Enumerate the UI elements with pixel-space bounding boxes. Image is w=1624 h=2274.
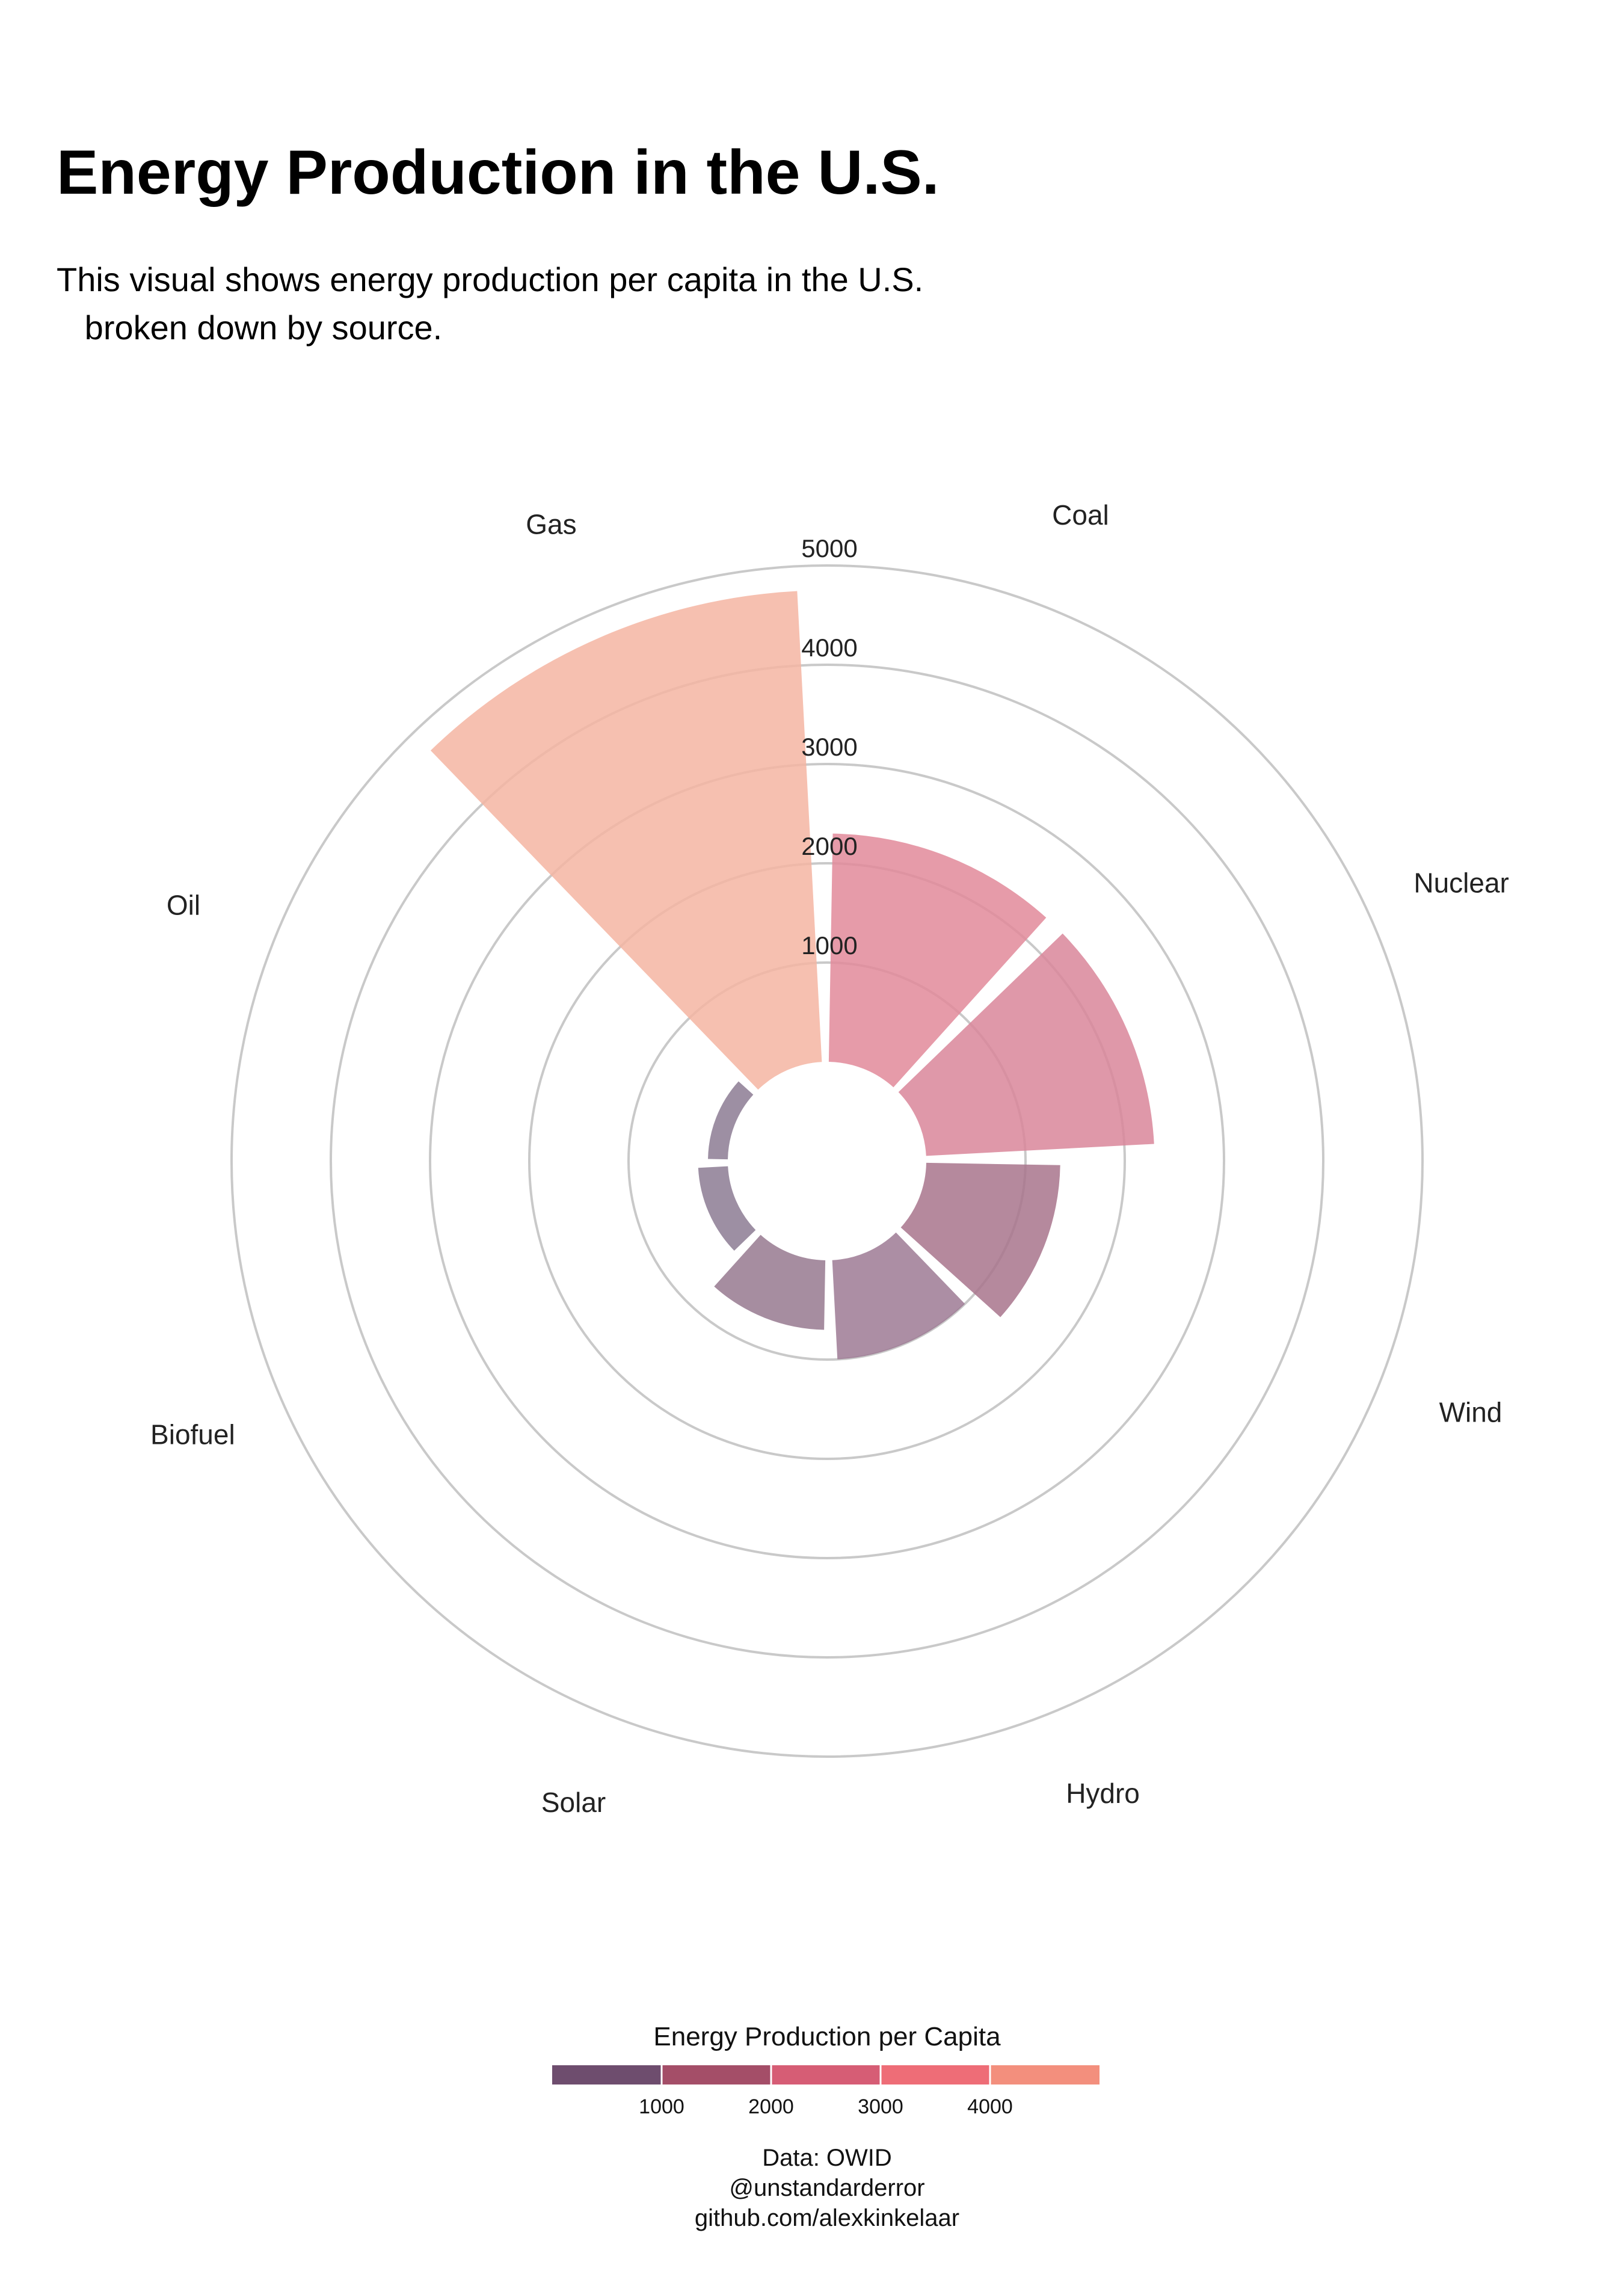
legend-color-segment — [990, 2065, 1100, 2084]
caption: Data: OWID @unstandarderror github.com/ale… — [695, 2145, 959, 2231]
bar-solar — [714, 1234, 826, 1330]
category-label-nuclear: Nuclear — [1413, 867, 1509, 899]
radial-gridlines — [230, 564, 1424, 1758]
chart-bars — [430, 591, 1154, 1360]
category-label-wind: Wind — [1439, 1397, 1503, 1428]
gridline-circle — [627, 961, 1027, 1361]
radial-tick-label: 3000 — [801, 733, 857, 761]
legend-color-segment — [771, 2065, 881, 2084]
category-label-biofuel: Biofuel — [150, 1419, 235, 1450]
legend-tick-label: 2000 — [748, 2095, 794, 2118]
legend-title: Energy Production per Capita — [653, 2022, 1001, 2051]
category-label-coal: Coal — [1052, 499, 1109, 531]
color-legend: Energy Production per Capita 1000 2000 3000… — [552, 2022, 1100, 2118]
legend-tick-label: 4000 — [967, 2095, 1013, 2118]
legend-tick-label: 1000 — [639, 2095, 684, 2118]
legend-tick-label: 3000 — [858, 2095, 903, 2118]
gridline-circle — [330, 664, 1324, 1659]
bar-biofuel — [698, 1166, 756, 1251]
legend-color-segment — [552, 2065, 662, 2084]
bar-coal — [828, 833, 1047, 1088]
caption-line: github.com/alexkinkelaar — [695, 2205, 959, 2231]
chart-title: Energy Production in the U.S. — [57, 138, 940, 208]
category-label-hydro: Hydro — [1066, 1778, 1140, 1809]
caption-line: Data: OWID — [762, 2145, 892, 2171]
gridline-circle — [429, 763, 1225, 1559]
radial-tick-label: 1000 — [801, 931, 857, 960]
chart-subtitle: This visual shows energy production per … — [57, 260, 924, 347]
radial-tick-labels: 1000 2000 3000 4000 5000 — [801, 534, 857, 960]
legend-color-segment — [662, 2065, 771, 2084]
bar-nuclear — [898, 933, 1154, 1156]
bar-hydro — [832, 1232, 965, 1360]
radial-tick-label: 5000 — [801, 534, 857, 562]
category-label-gas: Gas — [526, 509, 576, 540]
radial-tick-label: 2000 — [801, 832, 857, 860]
bar-wind — [900, 1162, 1060, 1317]
legend-color-segment — [881, 2065, 990, 2084]
bar-gas — [430, 591, 822, 1090]
caption-line: @unstandarderror — [729, 2175, 924, 2201]
category-label-oil: Oil — [167, 890, 200, 921]
gridline-circle — [230, 564, 1424, 1758]
category-labels: Gas Oil Biofuel Solar Hydro Wind Nuclear Coal — [150, 499, 1509, 1818]
gridline-circle — [528, 862, 1126, 1460]
bar-oil — [708, 1081, 754, 1160]
category-label-solar: Solar — [541, 1787, 606, 1818]
radial-tick-label: 4000 — [801, 633, 857, 662]
